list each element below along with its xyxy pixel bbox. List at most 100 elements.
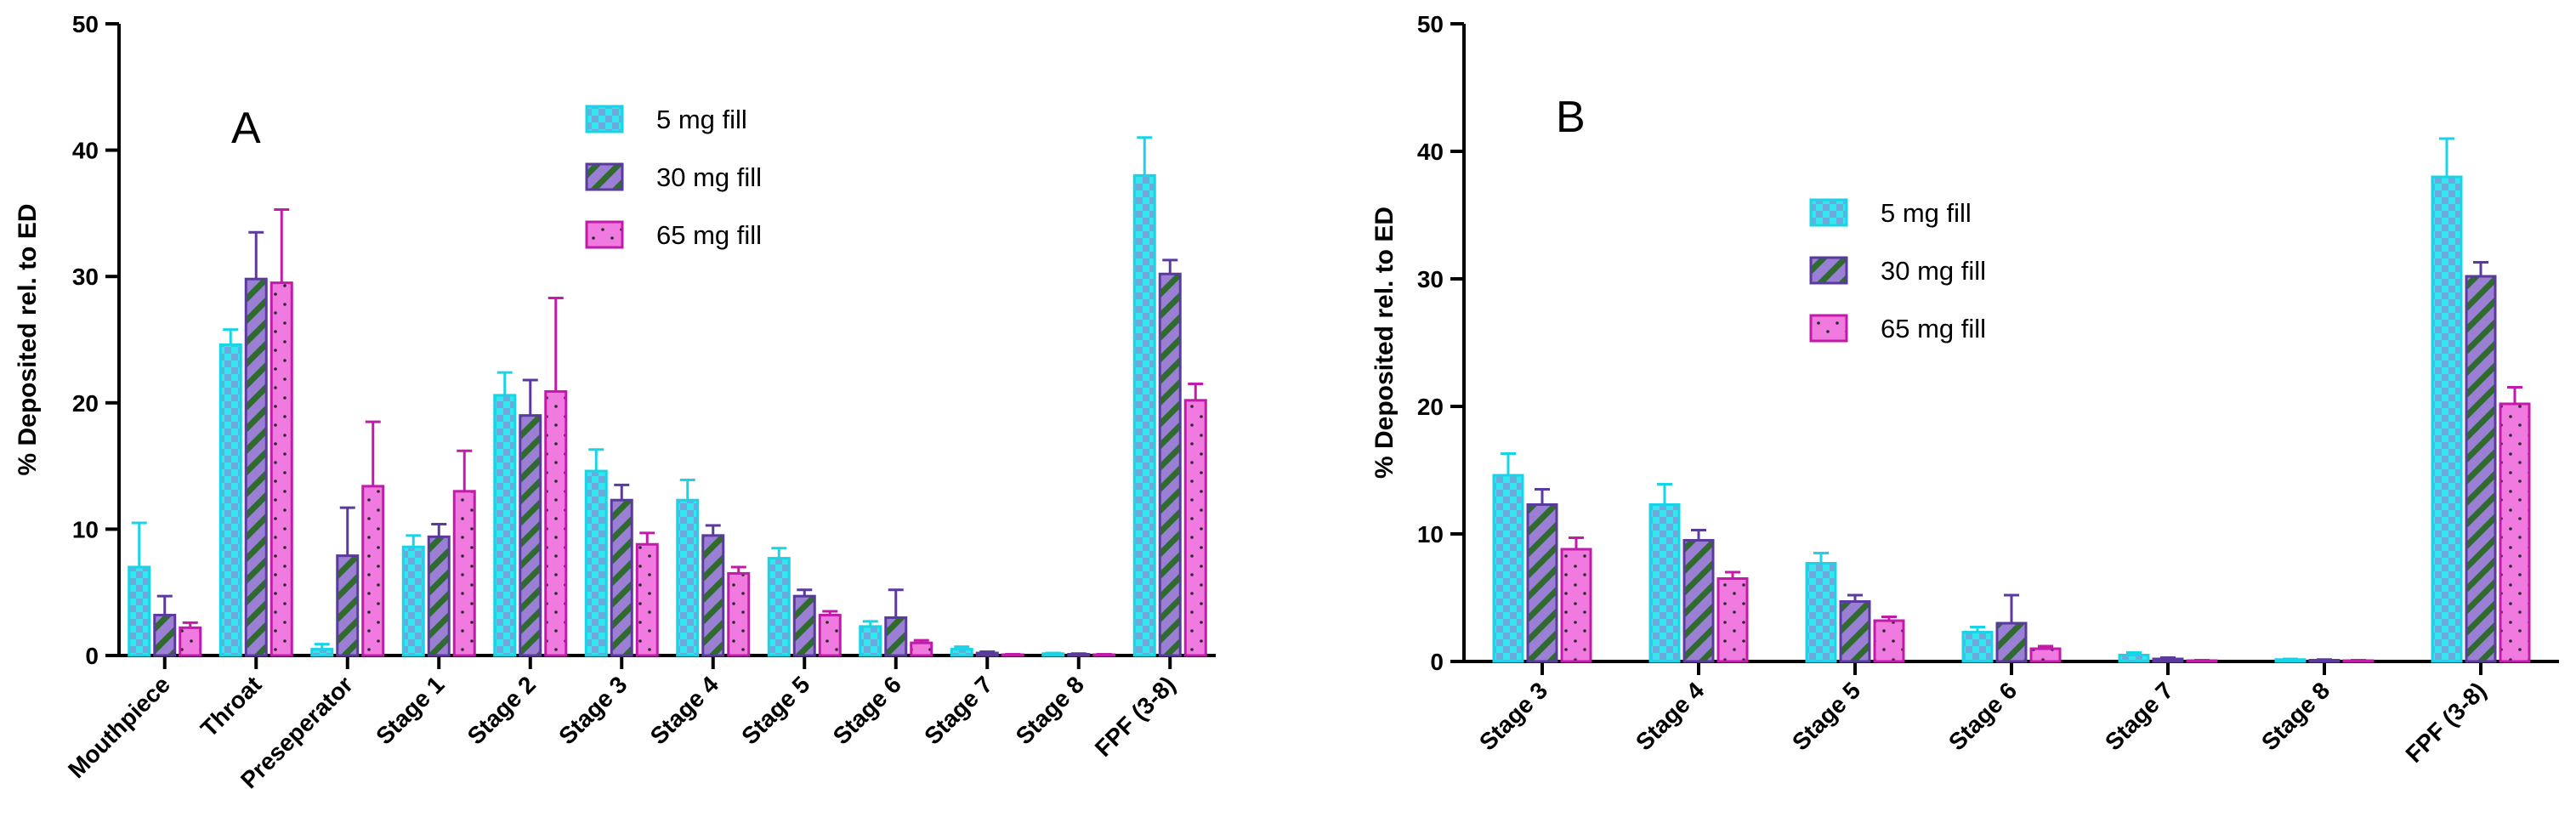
bar: [452, 490, 476, 657]
bar: [2431, 175, 2463, 663]
bar: [1648, 503, 1681, 663]
bar: [950, 648, 973, 657]
x-tick-label: Stage 4: [1631, 677, 1710, 756]
y-tick-label: 50: [1417, 11, 1444, 37]
y-tick-label: 30: [72, 264, 99, 290]
bar: [1682, 539, 1715, 663]
x-tick-label: FPF (3-8): [1090, 671, 1181, 762]
bar: [244, 277, 268, 657]
bar: [1805, 562, 1837, 663]
bar: [610, 498, 633, 657]
bar: [1492, 474, 1524, 663]
y-tick-label: 20: [72, 390, 99, 417]
y-tick-label: 30: [1417, 266, 1444, 292]
y-tick-label: 40: [72, 138, 99, 164]
bar: [1560, 548, 1592, 663]
bar: [2118, 654, 2150, 663]
bar: [493, 394, 517, 657]
x-tick-label: Stage 3: [553, 671, 632, 749]
bar: [676, 498, 700, 657]
bar: [2465, 275, 2497, 663]
legend-label: 30 mg fill: [1881, 256, 1986, 286]
bar: [1961, 631, 1994, 663]
bar: [218, 343, 242, 657]
bar: [427, 535, 451, 657]
bar: [128, 565, 151, 657]
bar: [1995, 621, 2028, 663]
x-tick-label: Stage 7: [2100, 677, 2178, 755]
x-tick-label: Mouthpiece: [63, 671, 175, 783]
panel-b-chart: 0 10 20 30 40 50 % Deposited rel. to ED B Stage …: [1370, 11, 2559, 768]
bar: [2499, 402, 2531, 663]
y-axis-title: % Deposited rel. to ED: [1370, 207, 1399, 479]
bar: [701, 534, 725, 657]
bar: [975, 651, 999, 657]
legend-label: 65 mg fill: [1881, 314, 1986, 343]
y-tick-label: 10: [1417, 521, 1444, 548]
legend-swatch: [1809, 198, 1848, 227]
y-tick-label: 20: [1417, 394, 1444, 420]
x-tick-label: Throat: [196, 671, 267, 742]
bar: [544, 389, 568, 657]
bar: [910, 641, 933, 657]
bar: [361, 485, 385, 657]
bar: [153, 613, 177, 657]
y-tick-label: 0: [85, 643, 99, 669]
legend: 5 mg fill 30 mg fill 65 mg fill: [1809, 198, 1986, 343]
x-tick-label: Stage 5: [1787, 677, 1865, 755]
bar: [2029, 647, 2062, 663]
legend-swatch: [585, 105, 624, 133]
legend-swatch: [1809, 256, 1848, 285]
x-tick-label: Stage 6: [1943, 677, 2022, 755]
legend-swatch: [585, 162, 624, 191]
panel-label: A: [231, 104, 261, 153]
bar: [310, 648, 334, 657]
panel-a-chart: 0 10 20 30 40 50 % Deposited rel. to ED A Mouthp…: [14, 11, 1216, 793]
bar: [792, 594, 816, 657]
bar: [1132, 173, 1156, 657]
y-axis-title: % Deposited rel. to ED: [14, 203, 42, 475]
legend-swatch: [585, 220, 624, 249]
bar: [336, 554, 360, 657]
bar: [727, 571, 751, 657]
bar: [1158, 272, 1182, 657]
x-tick-label: Stage 1: [371, 671, 449, 749]
x-tick-label: Stage 3: [1474, 677, 1552, 755]
bar: [179, 626, 202, 657]
bar: [519, 414, 542, 657]
bar: [1183, 399, 1207, 657]
legend: 5 mg fill 30 mg fill 65 mg fill: [585, 105, 762, 250]
y-tick-label: 0: [1430, 649, 1444, 675]
bar: [859, 625, 882, 657]
y-tick-label: 50: [72, 11, 99, 37]
bar: [584, 469, 608, 657]
bar: [1873, 619, 1905, 663]
x-tick-label: Stage 6: [828, 671, 906, 749]
x-tick-label: FPF (3-8): [2401, 677, 2492, 768]
legend-label: 5 mg fill: [1881, 198, 1972, 228]
x-tick-label: Stage 8: [2256, 677, 2335, 755]
panel-label: B: [1556, 93, 1586, 142]
bar: [2152, 657, 2184, 663]
x-tick-label: Stage 5: [736, 671, 814, 749]
bar: [401, 545, 425, 657]
legend-label: 5 mg fill: [656, 105, 747, 134]
legend-label: 65 mg fill: [656, 220, 762, 250]
x-tick-label: Stage 7: [919, 671, 997, 749]
y-tick-label: 40: [1417, 139, 1444, 165]
bar: [818, 613, 842, 657]
legend-label: 30 mg fill: [656, 162, 762, 192]
legend-swatch: [1809, 314, 1848, 343]
y-tick-label: 10: [72, 516, 99, 542]
bar: [270, 281, 293, 657]
bar: [1716, 577, 1749, 663]
bar: [635, 542, 659, 657]
bar: [767, 557, 791, 657]
x-tick-label: Stage 2: [462, 671, 541, 749]
x-tick-label: Stage 8: [1011, 671, 1089, 749]
bar: [1526, 503, 1558, 663]
bar: [884, 616, 908, 657]
x-tick-label: Stage 4: [645, 671, 724, 750]
bar: [1839, 600, 1871, 663]
